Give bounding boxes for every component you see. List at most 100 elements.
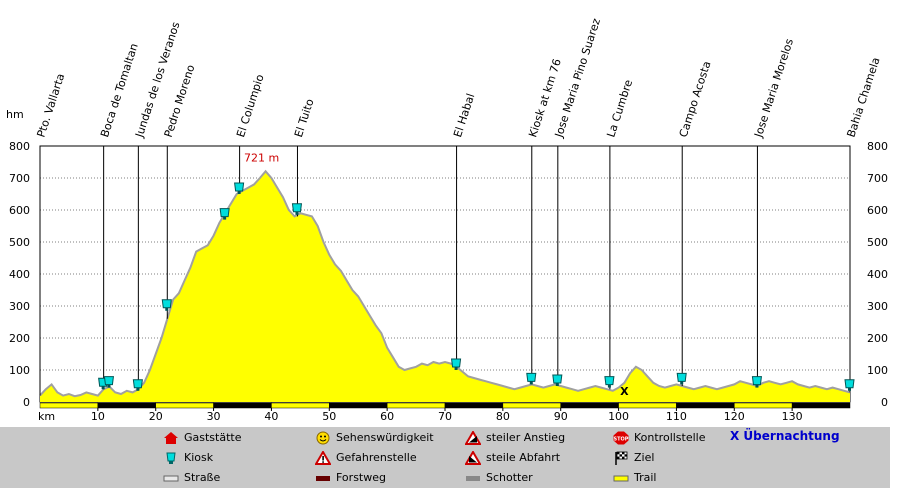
x-tick-label: 50: [322, 410, 336, 423]
legend-item-kontrollstelle: STOP Kontrollstelle: [613, 431, 706, 445]
place-label: Jose Maria Pino Suarez: [552, 17, 603, 140]
y-tick-label-right: 400: [867, 268, 888, 281]
warning-triangle-icon: [314, 450, 332, 465]
surface-segment-forest: [444, 402, 504, 409]
place-label: Boca de Tomaltan: [98, 42, 141, 139]
legend-item-trail: Trail: [613, 469, 656, 487]
y-tick-label-left: 500: [9, 236, 30, 249]
y-tick-label-right: 700: [867, 172, 888, 185]
surface-segment-forest: [560, 402, 619, 409]
x-tick-label: 120: [724, 410, 745, 423]
elevation-profile-chart: 0 0 100 100 200 200 300 300 400 400 500 500 600 600 70…: [6, 17, 888, 423]
legend-item-uebernachtung: X Übernachtung: [730, 429, 840, 443]
legend-item-ziel: Ziel: [613, 449, 654, 467]
kiosk-icon: [132, 379, 143, 391]
x-tick-label: 30: [207, 410, 221, 423]
x-tick-label: 90: [554, 410, 568, 423]
x-tick-label: 110: [666, 410, 687, 423]
stop-sign-icon: STOP: [613, 431, 629, 445]
surface-segment-trail: [734, 402, 793, 409]
kiosk-icon: [844, 379, 855, 391]
y-tick-label-left: 300: [9, 300, 30, 313]
legend-item-kiosk: Kiosk: [163, 449, 213, 467]
checkered-flag-icon: [613, 451, 629, 465]
surface-segment-trail: [271, 402, 330, 409]
gravel-swatch-icon: [465, 471, 481, 485]
legend-item-gaststaette: Gaststätte: [163, 429, 242, 447]
kiosk-icon: [234, 182, 245, 194]
legend-item-gefahrenstelle: Gefahrenstelle: [314, 449, 417, 467]
surface-segment-forest: [97, 402, 156, 409]
steep-descent-icon: [464, 450, 482, 465]
kiosk-icon: [751, 376, 762, 388]
x-tick-label: 130: [782, 410, 803, 423]
place-label: Campo Acosta: [677, 60, 714, 139]
y-tick-label-right: 100: [867, 364, 888, 377]
kiosk-icon: [552, 374, 563, 386]
kiosk-icon: [604, 376, 615, 388]
legend-item-forstweg: Forstweg: [315, 469, 386, 487]
y-tick-label-right: 0: [881, 396, 888, 409]
y-tick-label-left: 800: [9, 140, 30, 153]
surface-segment-trail: [618, 402, 677, 409]
place-label: La Cumbre: [604, 78, 635, 139]
kiosk-icon: [103, 376, 114, 388]
surface-segment-forest: [791, 402, 851, 409]
y-tick-label-left: 200: [9, 332, 30, 345]
surface-segment-trail: [155, 402, 214, 409]
forest-road-swatch-icon: [315, 471, 331, 485]
overnight-marker: X: [620, 385, 629, 398]
x-tick-label: 40: [264, 410, 278, 423]
y-tick-label-right: 300: [867, 300, 888, 313]
surface-segment-forest: [329, 402, 388, 409]
x-tick-label: 70: [438, 410, 452, 423]
place-label: El Tuito: [292, 97, 317, 139]
surface-segment-forest: [676, 402, 735, 409]
smiley-icon: [315, 431, 331, 445]
y-tick-label-right: 500: [867, 236, 888, 249]
house-icon: [163, 431, 179, 445]
y-tick-label-right: 200: [867, 332, 888, 345]
peak-elevation-label: 721 m: [244, 151, 279, 164]
road-swatch-icon: [163, 471, 179, 485]
y-tick-label-left: 600: [9, 204, 30, 217]
x-tick-label: 80: [496, 410, 510, 423]
kiosk-icon: [163, 451, 179, 465]
y-tick-label-left: 100: [9, 364, 30, 377]
place-label: Bahia Chamela: [844, 56, 882, 139]
y-tick-label-right: 800: [867, 140, 888, 153]
place-label: El Habal: [451, 92, 477, 139]
kiosk-icon: [219, 208, 230, 220]
kiosk-icon: [526, 372, 537, 385]
legend-item-strasse: Straße: [163, 469, 220, 487]
svg-text:STOP: STOP: [614, 437, 629, 443]
legend-item-steiler-anstieg: steiler Anstieg: [464, 429, 565, 447]
legend-item-sehenswuerdigkeit: Sehenswürdigkeit: [315, 429, 434, 447]
steep-climb-icon: [464, 430, 482, 445]
x-unit-label: km: [38, 410, 55, 423]
y-tick-label-right: 600: [867, 204, 888, 217]
legend-item-steile-abfahrt: steile Abfahrt: [464, 449, 560, 467]
x-tick-label: 100: [608, 410, 629, 423]
x-tick-label: 20: [149, 410, 163, 423]
kiosk-icon: [161, 299, 172, 311]
legend-item-schotter: Schotter: [465, 469, 533, 487]
legend: Gaststätte Kiosk Straße Sehenswürdigkeit…: [0, 427, 890, 488]
x-tick-label: 10: [91, 410, 105, 423]
place-label: Jose Maria Morelos: [752, 37, 797, 140]
y-tick-label-left: 0: [23, 396, 30, 409]
profile-area: [40, 171, 850, 402]
place-label: Pedro Moreno: [162, 63, 198, 139]
kiosk-icon: [451, 358, 462, 370]
surface-segment-forest: [213, 402, 272, 409]
x-tick-label: 60: [380, 410, 394, 423]
y-tick-label-left: 400: [9, 268, 30, 281]
place-label: Pto. Vallarta: [34, 72, 67, 139]
profile-outline: [39, 169, 851, 398]
place-label: El Columpio: [234, 72, 267, 138]
trail-swatch-icon: [613, 471, 629, 485]
surface-segment-trail: [502, 402, 561, 409]
y-tick-label-left: 700: [9, 172, 30, 185]
y-unit-label: hm: [6, 108, 24, 121]
kiosk-icon: [676, 372, 687, 385]
